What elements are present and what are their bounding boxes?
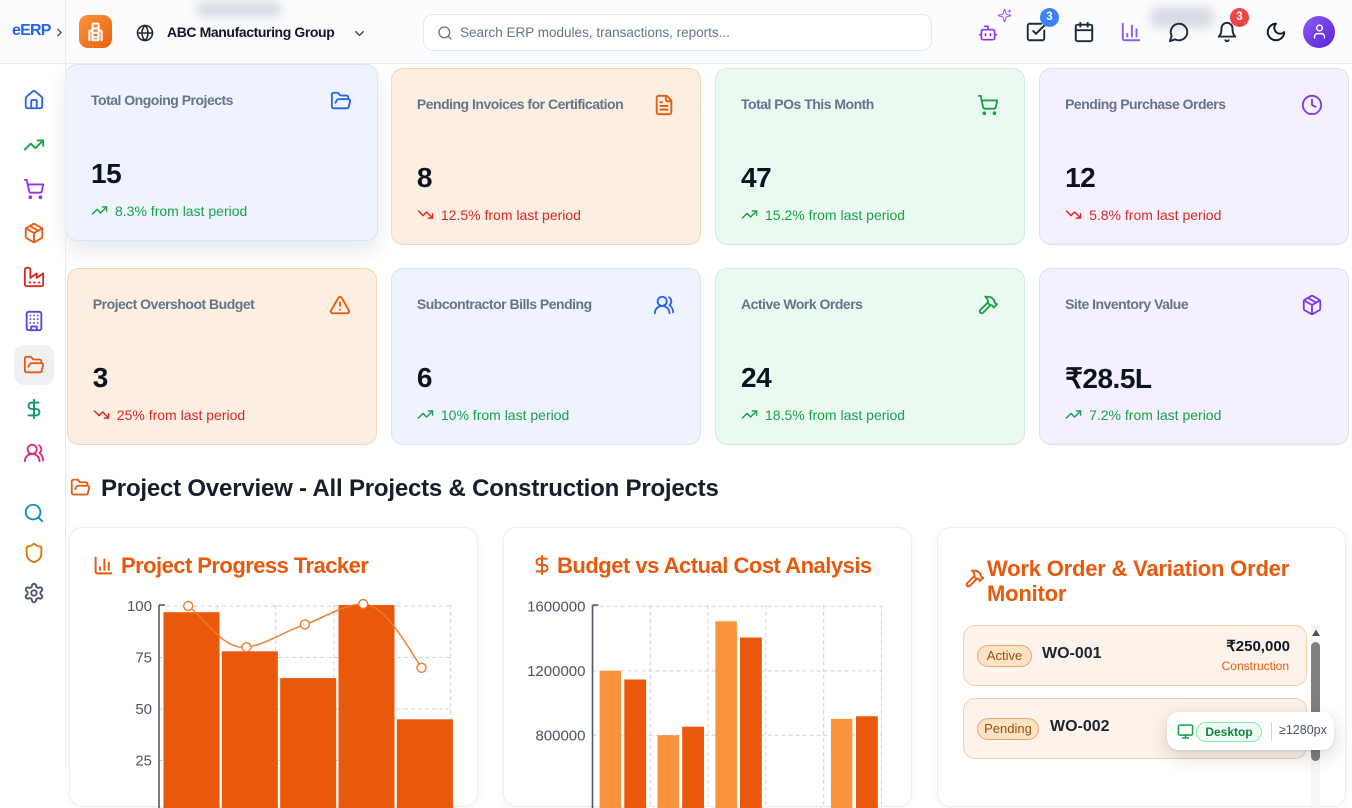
svg-text:800000: 800000 — [535, 727, 585, 744]
svg-text:1200000: 1200000 — [527, 663, 585, 680]
svg-text:75: 75 — [135, 650, 152, 667]
svg-text:1600000: 1600000 — [527, 598, 585, 615]
svg-text:50: 50 — [135, 701, 152, 718]
svg-text:100: 100 — [126, 598, 151, 615]
